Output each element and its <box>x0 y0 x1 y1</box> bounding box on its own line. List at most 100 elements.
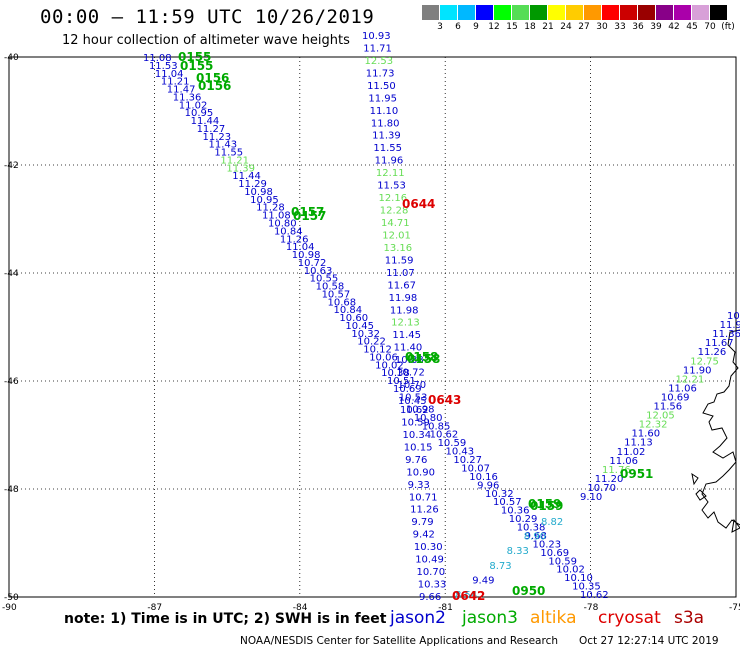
pass-time-label: 0159 <box>530 499 563 513</box>
track-ne-value: 12.05 <box>646 411 675 422</box>
pass-time-label: 0159 <box>528 497 561 511</box>
colorbar-swatch <box>638 5 656 20</box>
legend-jason3: jason3 <box>462 608 518 628</box>
colorbar-swatch <box>692 5 710 20</box>
latitude-label: -50 <box>4 593 19 603</box>
track-diag1-value: 11.53 <box>149 61 178 72</box>
track-diag1-value: 10.55 <box>310 274 339 285</box>
track-diag1-value: 10.95 <box>250 195 279 206</box>
longitude-label: -81 <box>438 603 453 613</box>
track-n-value: 11.96 <box>375 156 404 167</box>
track-n-value: 11.67 <box>387 280 416 291</box>
track-diag2-value: 10.07 <box>461 463 490 474</box>
track-n-value: 11.45 <box>392 330 421 341</box>
colorbar-label: 18 <box>524 22 536 32</box>
track-diag1-value: 11.39 <box>226 163 255 174</box>
track-n-value: 9.42 <box>413 530 435 541</box>
colorbar-swatch <box>494 5 512 20</box>
track-n-value: 11.55 <box>373 143 402 154</box>
track-ne-value: 12.32 <box>639 420 668 431</box>
legend-cryosat: cryosat <box>598 608 661 628</box>
colorbar-swatch <box>476 5 494 20</box>
colorbar-swatch <box>548 5 566 20</box>
track-ne-value: 12.21 <box>676 374 705 385</box>
colorbar-label: 39 <box>650 22 662 32</box>
longitude-label: -84 <box>293 603 308 613</box>
pass-time-label: 0642 <box>452 589 485 603</box>
track-diag1-value: 11.21 <box>220 155 249 166</box>
colorbar-swatch <box>710 5 728 20</box>
pass-time-label: 0643 <box>428 393 461 407</box>
map-frame <box>8 56 737 598</box>
track-diag2-value: 10.27 <box>453 455 482 466</box>
track-diag2-value: 10.62 <box>430 430 459 441</box>
colorbar-label: 15 <box>506 22 518 32</box>
track-cyan-value: 8.90 <box>524 532 546 543</box>
track-ne-value: 12.75 <box>690 356 719 367</box>
track-n-value: 11.10 <box>370 106 399 117</box>
track-diag1-value: 11.02 <box>179 100 208 111</box>
track-ne-value: 11.76 <box>602 465 631 476</box>
track-diag1-value: 11.28 <box>256 203 285 214</box>
track-diag2-value: 9.96 <box>477 480 499 491</box>
track-n-value: 12.01 <box>382 230 411 241</box>
track-n-value: 10.34 <box>403 430 432 441</box>
track-n-value: 10.49 <box>415 555 444 566</box>
track-diag1-value: 10.68 <box>328 297 357 308</box>
track-n-value: 13.16 <box>384 243 413 254</box>
track-n-value: 10.33 <box>418 580 447 591</box>
track-diag1-value: 11.21 <box>161 77 190 88</box>
longitude-label: -90 <box>2 603 17 613</box>
footnote: note: 1) Time is in UTC; 2) SWH is in fe… <box>64 611 387 627</box>
track-diag1-value: 10.58 <box>316 282 345 293</box>
generated-timestamp: Oct 27 12:27:14 UTC 2019 <box>579 635 719 647</box>
track-diag1-value: 11.08 <box>143 53 172 64</box>
track-diag2-value: 10.43 <box>445 447 474 458</box>
track-diag2-value: 10.69 <box>540 548 569 559</box>
track-diag2-value: 10.36 <box>501 506 530 517</box>
track-diag2-value: 10.16 <box>469 472 498 483</box>
track-n-value: 11.40 <box>394 343 423 354</box>
track-ne-value: 11.96 <box>720 320 740 331</box>
track-ne-value: 10.69 <box>661 392 690 403</box>
track-n-value: 11.98 <box>389 293 418 304</box>
track-diag2-value: 10.02 <box>556 565 585 576</box>
legend-s3a: s3a <box>674 608 705 628</box>
pass-time-label: 0951 <box>620 467 653 481</box>
track-cyan-value: 9.49 <box>472 575 494 586</box>
colorbar-swatch <box>602 5 620 20</box>
colorbar-label: 33 <box>614 22 626 32</box>
track-diag1-value: 11.43 <box>208 140 237 151</box>
colorbar-label: 70 <box>704 22 716 32</box>
colorbar-label: 30 <box>596 22 608 32</box>
track-ne-value: 11.56 <box>654 402 683 413</box>
track-diag2-value: 10.10 <box>564 573 593 584</box>
colorbar-swatch <box>566 5 584 20</box>
track-diag1-value: 11.04 <box>286 242 315 253</box>
track-diag2-value: 10.80 <box>414 413 443 424</box>
latitude-label: -40 <box>4 53 19 63</box>
latitude-label: -48 <box>4 485 19 495</box>
track-diag1-value: 10.80 <box>268 219 297 230</box>
track-cyan-value: 8.82 <box>541 517 563 528</box>
track-diag1-value: 11.23 <box>203 132 232 143</box>
track-ne-value: 11.20 <box>595 474 624 485</box>
track-diag2-value: 10.29 <box>509 514 538 525</box>
track-n-value: 10.62 <box>400 405 429 416</box>
track-n-value: 12.13 <box>391 318 420 329</box>
track-diag2-value: 10.23 <box>533 539 562 550</box>
colorbar-label: 45 <box>686 22 698 32</box>
colorbar-swatch <box>584 5 602 20</box>
track-diag1-value: 11.04 <box>155 69 184 80</box>
longitude-label: -75 <box>729 603 740 613</box>
colorbar-swatch <box>422 5 440 20</box>
track-ne-value: 11.67 <box>705 338 734 349</box>
track-n-value: 9.33 <box>408 480 430 491</box>
track-ne-value: 11.26 <box>698 347 727 358</box>
colorbar-label: 6 <box>455 22 461 32</box>
track-n-value: 11.80 <box>371 118 400 129</box>
track-n-value: 10.71 <box>409 492 438 503</box>
track-diag1-value: 10.45 <box>345 321 374 332</box>
coastline <box>701 329 740 529</box>
